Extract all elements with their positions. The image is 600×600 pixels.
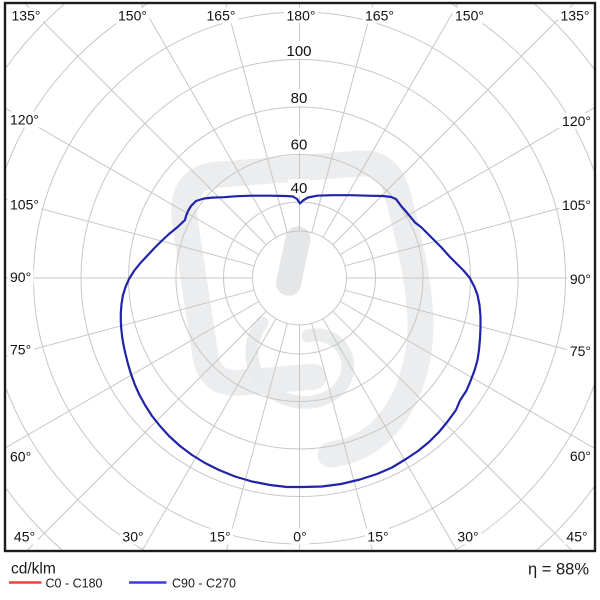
svg-text:80: 80 [291, 90, 308, 107]
svg-text:η = 88%: η = 88% [528, 561, 589, 579]
svg-text:C90 - C270: C90 - C270 [172, 577, 236, 591]
svg-text:30°: 30° [122, 529, 143, 545]
svg-text:75°: 75° [570, 343, 591, 359]
svg-text:15°: 15° [367, 529, 388, 545]
svg-text:105°: 105° [562, 197, 591, 213]
svg-text:45°: 45° [14, 529, 35, 545]
svg-text:120°: 120° [10, 112, 39, 128]
svg-text:135°: 135° [12, 8, 41, 24]
svg-text:165°: 165° [365, 8, 394, 24]
svg-text:75°: 75° [10, 342, 31, 358]
svg-text:105°: 105° [10, 197, 39, 213]
svg-text:0°: 0° [293, 529, 306, 545]
svg-text:60°: 60° [570, 448, 591, 464]
svg-text:150°: 150° [118, 8, 147, 24]
svg-text:40: 40 [291, 180, 308, 197]
svg-text:15°: 15° [209, 529, 230, 545]
svg-text:90°: 90° [10, 269, 31, 285]
svg-text:180°: 180° [287, 8, 316, 24]
svg-text:120°: 120° [562, 113, 591, 129]
svg-text:165°: 165° [207, 8, 236, 24]
svg-text:100: 100 [286, 43, 311, 60]
svg-text:cd/klm: cd/klm [11, 561, 56, 578]
svg-text:45°: 45° [566, 529, 587, 545]
svg-text:150°: 150° [455, 8, 484, 24]
svg-text:60: 60 [291, 136, 308, 153]
svg-text:135°: 135° [561, 8, 590, 24]
svg-text:90°: 90° [570, 271, 591, 287]
svg-text:30°: 30° [457, 529, 478, 545]
svg-text:60°: 60° [10, 449, 31, 465]
svg-text:C0 - C180: C0 - C180 [46, 577, 103, 591]
